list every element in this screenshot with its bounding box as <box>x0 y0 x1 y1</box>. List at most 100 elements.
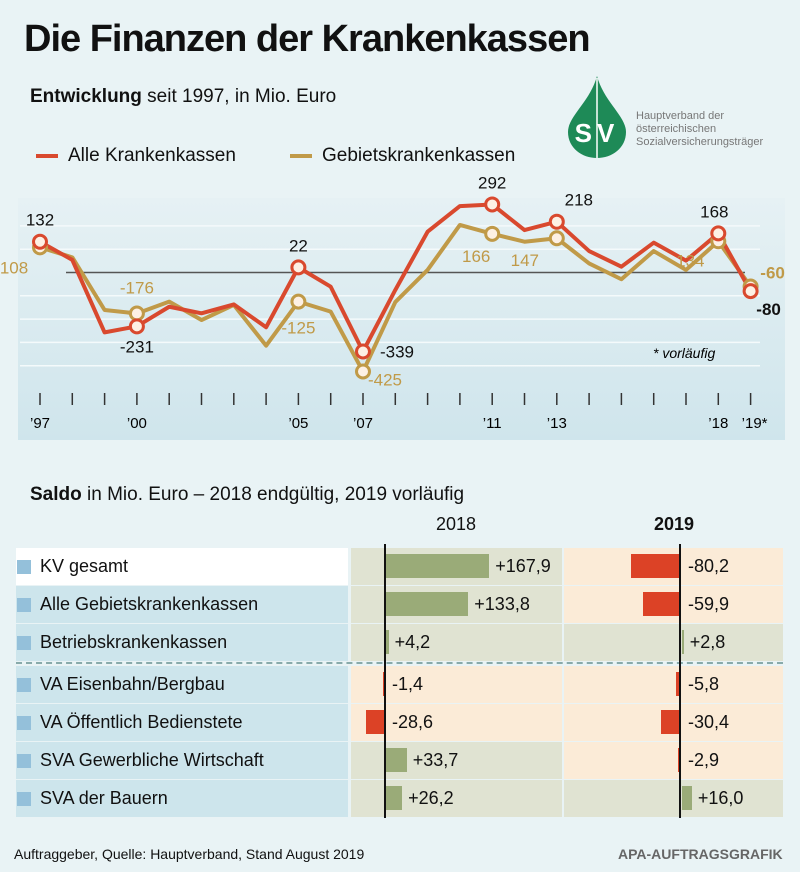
bullet-icon <box>17 792 31 806</box>
category-label: SVA der Bauern <box>40 788 168 808</box>
bar-2019 <box>676 672 680 696</box>
data-point <box>742 283 759 300</box>
x-tick-label: ’18 <box>708 415 728 432</box>
cell-2018 <box>351 624 562 661</box>
data-point <box>128 318 145 335</box>
bar-2018 <box>386 748 407 772</box>
data-point <box>548 213 565 230</box>
data-point <box>290 293 307 310</box>
logo-text: Hauptverband der österreichischen Sozial… <box>636 110 763 149</box>
bar-2019 <box>643 592 680 616</box>
cell-2018 <box>351 704 562 741</box>
logo-line: österreichischen <box>636 123 717 135</box>
value-2018: +33,7 <box>412 750 459 770</box>
value-2018: +167,9 <box>495 556 551 576</box>
legend-item-alle: Alle Krankenkassen <box>36 145 236 167</box>
table-title-rest: in Mio. Euro – 2018 endgültig, 2019 vorl… <box>81 484 465 505</box>
x-tick-label: ’07 <box>353 415 373 432</box>
value-2018: +26,2 <box>408 788 454 808</box>
sv-logo-icon: SV <box>568 76 626 158</box>
data-label: -176 <box>120 279 154 298</box>
x-tick-label: ’19* <box>742 415 768 432</box>
column-header-2018: 2018 <box>435 514 477 534</box>
logo-line: Sozialversicherungsträger <box>636 136 764 148</box>
value-2019: +16,0 <box>697 788 744 808</box>
cell-2019 <box>564 624 783 661</box>
legend-label: Gebietskrankenkassen <box>322 145 516 166</box>
svg-text:SV: SV <box>575 118 620 148</box>
data-label: -60 <box>760 263 785 282</box>
bar-2018 <box>386 630 389 654</box>
data-label: -80 <box>756 300 781 319</box>
table-row: SVA Gewerbliche Wirtschaft +33,7 -2,9 <box>16 742 783 779</box>
table-row: KV gesamt +167,9 -80,2 <box>16 548 783 585</box>
note-vorlaeufig: * vorläufig <box>653 345 715 361</box>
row-label: VA Eisenbahn/Bergbau <box>16 666 348 703</box>
cell-2019 <box>564 742 783 779</box>
data-label: 147 <box>511 251 539 270</box>
bullet-icon <box>17 560 31 574</box>
data-point <box>548 230 565 247</box>
bar-2018 <box>382 672 384 696</box>
cell-2018 <box>351 780 562 817</box>
value-2019: +2,8 <box>689 632 726 652</box>
data-label: 132 <box>26 211 54 230</box>
line-chart: 108 -176 -125 -425 166 147 134 -60 132 -231 22 -339… <box>0 173 785 440</box>
bullet-icon <box>17 754 31 768</box>
logo-line: Hauptverband der <box>636 110 725 122</box>
value-2018: -28,6 <box>392 712 434 732</box>
x-tick-label: ’05 <box>288 415 308 432</box>
table-title: Saldo in Mio. Euro – 2018 endgültig, 201… <box>30 484 464 506</box>
table-title-bold: Saldo <box>30 484 82 505</box>
legend-item-gebiet: Gebietskrankenkassen <box>290 145 515 167</box>
bar-2019 <box>682 786 692 810</box>
category-label: SVA Gewerbliche Wirtschaft <box>40 750 264 770</box>
row-label: VA Öffentlich Bedienstete <box>16 704 348 741</box>
data-point <box>355 363 371 380</box>
data-label: -125 <box>281 319 315 338</box>
data-label: 168 <box>700 202 728 221</box>
data-label: 292 <box>478 173 506 192</box>
zero-axis-2019 <box>679 544 681 818</box>
category-label: Alle Gebietskrankenkassen <box>40 594 259 614</box>
category-label: VA Eisenbahn/Bergbau <box>40 674 225 694</box>
data-label: 166 <box>462 247 490 266</box>
data-label: 22 <box>289 236 308 255</box>
row-label: KV gesamt <box>16 548 348 585</box>
page-title: Die Finanzen der Krankenkassen <box>24 18 591 60</box>
subtitle-rest: seit 1997, in Mio. Euro <box>141 86 337 107</box>
value-2018: +133,8 <box>474 594 530 614</box>
data-label: 218 <box>565 191 593 210</box>
legend-swatch-gold <box>290 154 312 158</box>
group-divider <box>16 662 783 664</box>
data-point <box>484 225 501 242</box>
value-2019: -2,9 <box>688 750 720 770</box>
row-label: Betriebskrankenkassen <box>16 624 348 661</box>
data-point <box>128 305 145 322</box>
row-label: SVA Gewerbliche Wirtschaft <box>16 742 348 779</box>
bar-2018 <box>386 786 403 810</box>
table-row: Alle Gebietskrankenkassen +133,8 -59,9 <box>16 586 783 623</box>
series-line-1 <box>39 222 753 374</box>
table-row: VA Öffentlich Bedienstete -28,6 -30,4 <box>16 704 783 741</box>
value-2019: -80,2 <box>688 556 730 576</box>
series-line-0 <box>39 202 753 354</box>
bar-2018 <box>386 592 469 616</box>
bar-2019 <box>661 710 680 734</box>
bar-2019 <box>630 554 680 578</box>
x-tick-label: ’11 <box>483 415 502 432</box>
cell-2019 <box>564 666 783 703</box>
data-point <box>710 225 727 242</box>
category-label: Betriebskrankenkassen <box>40 632 228 652</box>
data-label: -425 <box>368 371 402 390</box>
data-label: 108 <box>0 258 28 277</box>
x-tick-label: ’00 <box>127 415 147 432</box>
cell-2018 <box>351 666 562 703</box>
data-point <box>355 343 371 360</box>
category-label: VA Öffentlich Bedienstete <box>40 712 243 732</box>
legend-swatch-red <box>36 154 58 158</box>
zero-axis-2018 <box>384 544 386 818</box>
x-tick-label: ’97 <box>30 415 50 432</box>
data-point <box>484 196 501 213</box>
footer-credit: APA-AUFTRAGSGRAFIK <box>618 846 783 862</box>
